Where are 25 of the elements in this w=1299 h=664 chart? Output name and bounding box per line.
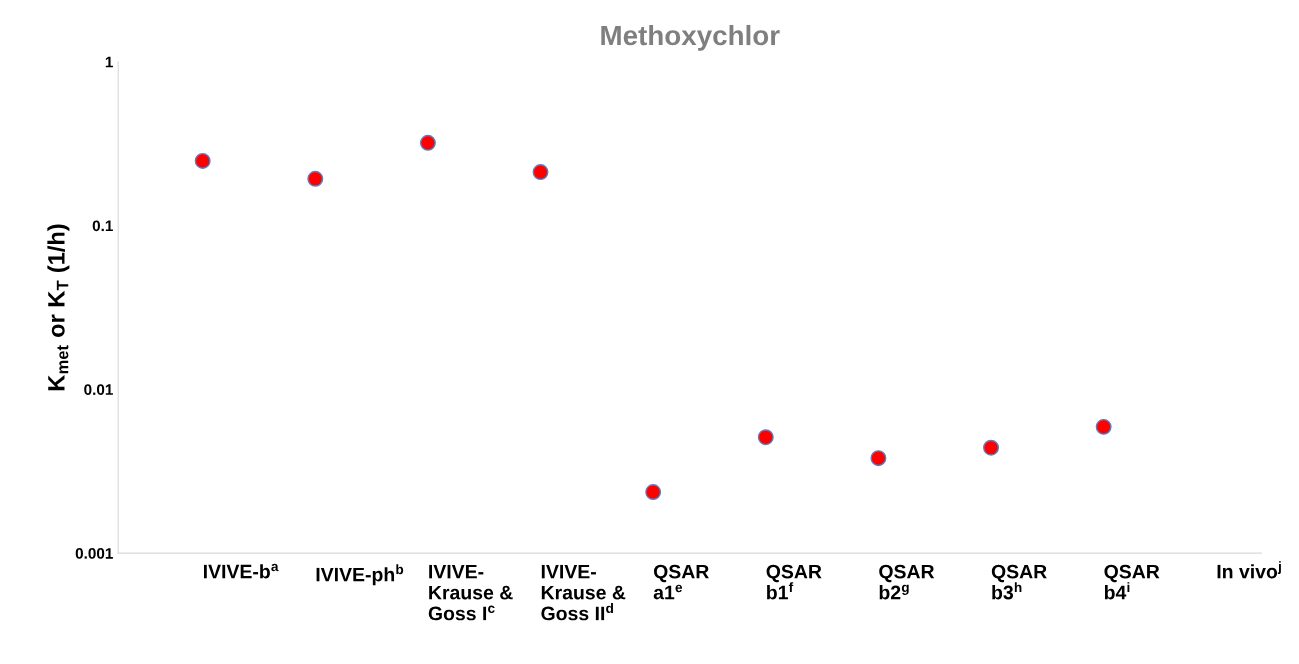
x-tick-label: IVIVE- Krause & Goss I$^{c}$ xyxy=(428,564,513,621)
x-tick-label: QSAR b4$^{i}$ xyxy=(1104,564,1160,600)
y-tick-label: 0.01 xyxy=(84,384,113,396)
point xyxy=(419,134,436,151)
x-tick-label: QSAR a1$^{e}$ xyxy=(653,564,709,600)
x-tick-label: IVIVE- Krause & Goss II$^{d}$ xyxy=(541,564,626,621)
y-tick-label: 1 xyxy=(105,56,113,68)
point xyxy=(983,439,1000,456)
point xyxy=(532,164,549,181)
point xyxy=(194,152,211,169)
x-tick-label: QSAR b1$^{f}$ xyxy=(766,564,822,600)
point xyxy=(757,429,774,446)
x-tick-label: IVIVE-ph$^{b}$ xyxy=(316,564,404,586)
point xyxy=(307,170,324,187)
y-tick-label: 0.1 xyxy=(92,220,113,232)
y-tick-label: 0.001 xyxy=(75,547,113,559)
point xyxy=(645,484,662,501)
x-tick-label: QSAR b2$^{g}$ xyxy=(879,564,935,600)
x-tick-label: IVIVE-b$^{a}$ xyxy=(203,563,279,579)
chart-title: Methoxychlor xyxy=(601,24,780,51)
point xyxy=(1095,418,1112,435)
point xyxy=(870,450,887,467)
x-tick-label: QSAR b3$^{h}$ xyxy=(991,564,1047,600)
x-tick-label: In vivo$^{j}$ xyxy=(1217,561,1281,579)
y-axis-title: K$_{met}$ or K$_{T}$ (1/h) xyxy=(47,224,70,391)
